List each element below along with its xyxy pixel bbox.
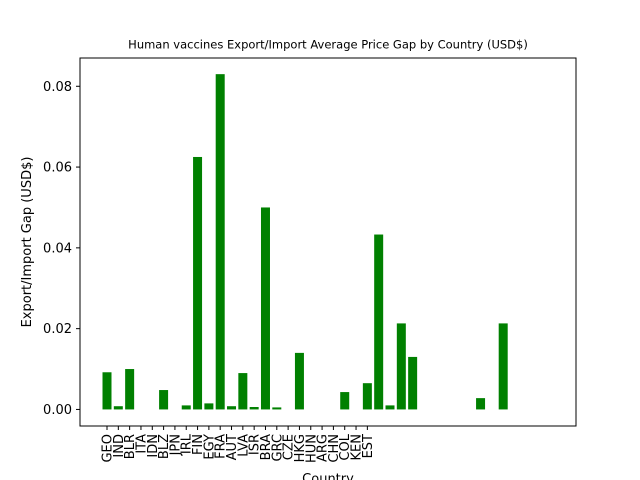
- bar-bra: [260, 207, 270, 410]
- x-tick-label-jpn: JPN: [168, 434, 183, 456]
- bar-hkg: [294, 352, 304, 410]
- y-tick-label: 0.04: [43, 241, 72, 256]
- x-tick-label-blz: BLZ: [157, 434, 172, 459]
- bar-blz: [159, 390, 169, 410]
- chart-title: Human vaccines Export/Import Average Pri…: [128, 38, 528, 52]
- x-tick-label-lva: LVA: [236, 434, 251, 457]
- bar-blr: [125, 369, 135, 410]
- y-tick-label: 0.08: [43, 80, 72, 95]
- x-tick-label-fin: FIN: [191, 434, 206, 455]
- x-tick-label-hun: HUN: [304, 434, 319, 463]
- bar-est: [362, 383, 372, 410]
- bar-fra: [215, 74, 225, 410]
- bar-slot-24: [374, 234, 384, 410]
- x-tick-label-irl: IRL: [180, 433, 195, 454]
- y-axis: 0.00 0.02 0.04 0.06 0.08: [43, 80, 80, 418]
- bar-col: [340, 392, 350, 410]
- x-tick-label-fra: FRA: [214, 434, 229, 459]
- plot-frame: [79, 57, 577, 427]
- x-tick-label-blr: BLR: [123, 434, 138, 459]
- bar-geo: [102, 372, 112, 410]
- bar-lva: [238, 373, 248, 410]
- x-tick-label-isr: ISR: [248, 434, 263, 455]
- bar-ind: [113, 406, 123, 410]
- bar-slot-27: [408, 356, 418, 410]
- bar-egy: [204, 403, 214, 410]
- bar-aut: [227, 406, 237, 410]
- x-tick-label-idn: IDN: [146, 434, 161, 458]
- y-tick-label: 0.00: [43, 403, 72, 418]
- bar-grc: [272, 407, 282, 410]
- x-tick-label-col: COL: [338, 433, 353, 460]
- x-axis-label: Country: [302, 472, 354, 480]
- x-tick-label-chn: CHN: [327, 434, 342, 463]
- y-tick-label: 0.02: [43, 322, 72, 337]
- bar-slot-26: [396, 323, 406, 410]
- y-tick-label: 0.06: [43, 161, 72, 176]
- bar-slot-33: [476, 398, 486, 410]
- x-tick-label-est: EST: [361, 434, 376, 458]
- bar-slot-25: [385, 405, 395, 410]
- y-axis-label: Export/Import Gap (USD$): [20, 157, 35, 328]
- x-tick-label-ita: ITA: [134, 434, 149, 454]
- bar-irl: [181, 405, 191, 410]
- x-tick-label-hkg: HKG: [293, 434, 308, 462]
- bars-group: [102, 74, 508, 410]
- x-tick-label-arg: ARG: [316, 434, 331, 462]
- x-tick-label-grc: GRC: [270, 434, 285, 462]
- x-tick-label-ken: KEN: [350, 434, 365, 460]
- x-tick-label-aut: AUT: [225, 434, 240, 460]
- bar-slot-35: [498, 323, 508, 410]
- bar-fin: [193, 156, 203, 410]
- bar-isr: [249, 407, 259, 410]
- x-tick-label-cze: CZE: [282, 434, 297, 460]
- x-tick-label-egy: EGY: [202, 434, 217, 460]
- x-tick-label-ind: IND: [112, 434, 127, 458]
- x-tick-label-bra: BRA: [259, 434, 274, 460]
- x-axis: GEOINDBLRITAIDNBLZJPNIRLFINEGYFRAAUTLVAI…: [101, 426, 376, 463]
- x-tick-label-geo: GEO: [101, 434, 116, 463]
